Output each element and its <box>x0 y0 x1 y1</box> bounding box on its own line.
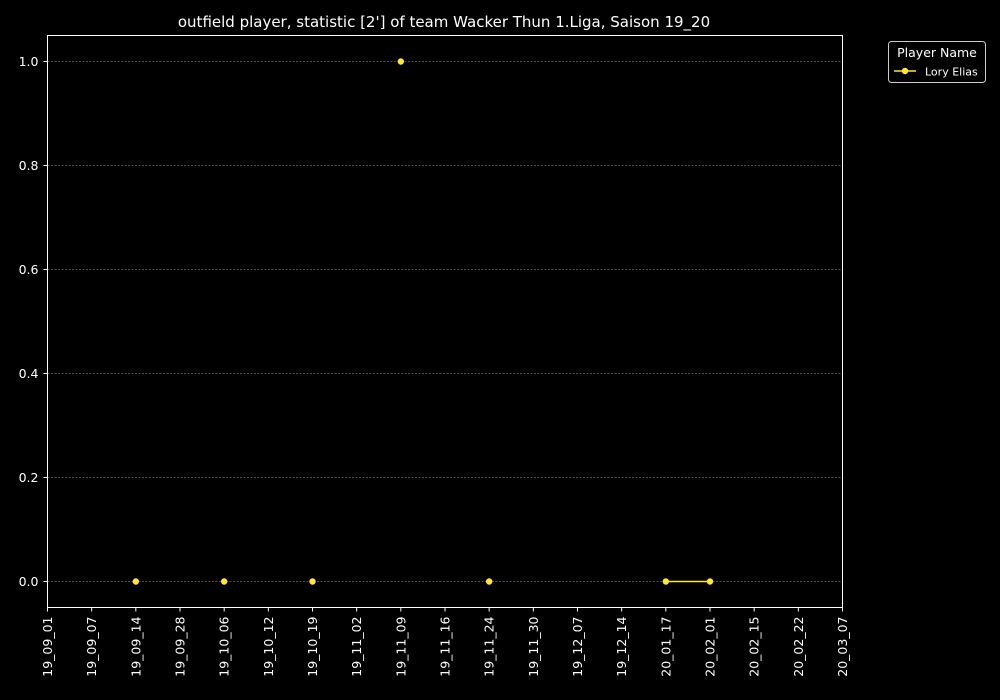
x-tick-label: 19_10_06 <box>217 616 232 676</box>
x-tick-label: 19_11_24 <box>482 616 497 676</box>
data-point <box>485 578 493 585</box>
legend: Player Name Lory Elias <box>888 41 986 83</box>
x-tick-label: 20_01_17 <box>658 617 673 677</box>
x-tick-label: 19_10_19 <box>305 616 320 676</box>
series-lory-elias <box>132 58 714 585</box>
data-point <box>220 578 228 585</box>
x-tick-label: 19_09_01 <box>40 617 55 677</box>
y-tick-label: 0.6 <box>19 262 39 277</box>
y-tick-label: 0.8 <box>19 158 39 173</box>
x-tick-label: 20_02_22 <box>791 617 806 677</box>
data-point <box>662 578 670 585</box>
chart-title: outfield player, statistic [2'] of team … <box>178 13 710 32</box>
x-tick-label: 20_02_01 <box>703 617 718 677</box>
x-tick-label: 19_12_14 <box>614 616 629 676</box>
x-tick-label: 19_09_07 <box>84 617 99 677</box>
grid-lines <box>47 61 843 582</box>
x-tick-label: 20_02_15 <box>747 617 762 677</box>
x-tick-label: 19_11_09 <box>393 616 408 676</box>
data-point <box>397 58 405 65</box>
y-tick-label: 0.2 <box>19 470 39 485</box>
y-tick-label: 0.0 <box>19 574 39 589</box>
legend-marker-swatch <box>901 67 909 75</box>
legend-title: Player Name <box>897 45 977 60</box>
axis-ticks: 0.0 0.2 0.4 0.6 0.8 1.0 19_09_01 19_09_07 19_09_… <box>19 54 850 677</box>
legend-box <box>888 41 986 83</box>
x-tick-label: 19_11_02 <box>349 617 364 677</box>
x-tick-label: 20_03_07 <box>835 617 850 677</box>
y-tick-label: 0.4 <box>19 366 39 381</box>
x-tick-label: 19_10_12 <box>261 617 276 677</box>
y-tick-label: 1.0 <box>19 54 39 69</box>
x-tick-label: 19_11_16 <box>438 616 453 676</box>
data-point <box>706 578 714 585</box>
data-point <box>309 578 316 585</box>
legend-entry-label: Lory Elias <box>925 66 978 79</box>
x-tick-label: 19_12_07 <box>570 617 585 677</box>
x-tick-label: 19_09_14 <box>128 616 143 676</box>
data-point <box>132 578 140 585</box>
plot-frame <box>47 35 843 608</box>
x-tick-label: 19_11_30 <box>526 616 541 676</box>
x-tick-label: 19_09_28 <box>173 616 188 676</box>
